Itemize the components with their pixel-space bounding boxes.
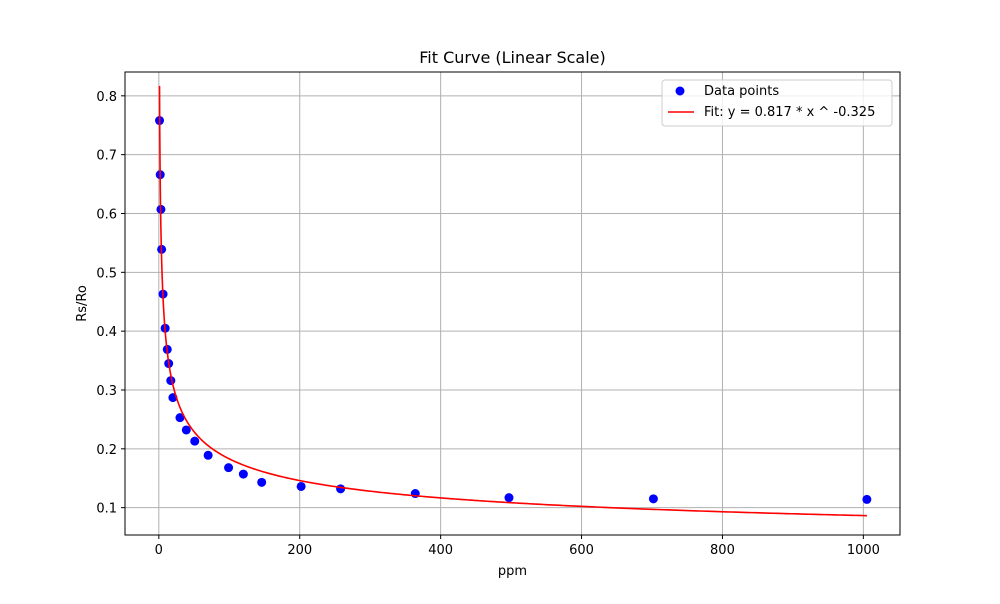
x-tick-label: 200	[287, 543, 312, 558]
legend-box	[661, 79, 893, 127]
x-tick-label: 400	[428, 543, 453, 558]
data-point	[175, 413, 185, 423]
fit-line	[158, 85, 867, 517]
y-tick-label: 0.7	[96, 149, 117, 164]
data-point	[238, 469, 248, 479]
y-tick-label: 0.3	[96, 384, 117, 399]
y-tick-label: 0.6	[96, 207, 117, 222]
data-point	[862, 494, 872, 504]
data-point	[648, 494, 658, 504]
axis-ticks: 0 200 400 600 800 1000 0.1 0.2 0.3 0.4 0.5 0.6 0.7 0.…	[96, 90, 880, 558]
data-point	[504, 493, 514, 503]
legend: Data points Fit: y = 0.817 * x ^ -0.325	[661, 79, 893, 127]
legend-label-data-points: Data points	[704, 84, 779, 99]
y-tick-label: 0.5	[96, 266, 117, 281]
data-point	[181, 425, 191, 435]
chart-title: Fit Curve (Linear Scale)	[419, 48, 605, 67]
data-point	[336, 484, 346, 494]
y-tick-label: 0.2	[96, 443, 117, 458]
y-tick-label: 0.8	[96, 90, 117, 105]
plot-series	[155, 85, 872, 517]
legend-label-fit-line: Fit: y = 0.817 * x ^ -0.325	[704, 105, 875, 120]
data-point	[190, 436, 200, 446]
data-point	[257, 477, 267, 487]
y-tick-label: 0.4	[96, 325, 117, 340]
data-point	[203, 450, 213, 460]
plot-frame	[124, 71, 901, 536]
y-tick-label: 0.1	[96, 502, 117, 517]
data-point	[296, 481, 306, 491]
x-tick-label: 600	[569, 543, 594, 558]
x-tick-label: 1000	[847, 543, 880, 558]
x-tick-label: 0	[155, 543, 163, 558]
x-tick-label: 800	[710, 543, 735, 558]
grid	[125, 72, 900, 535]
x-axis-label: ppm	[498, 564, 527, 579]
data-point	[224, 463, 234, 473]
legend-marker-data-points	[675, 86, 685, 96]
y-axis-label: Rs/Ro	[75, 285, 90, 322]
